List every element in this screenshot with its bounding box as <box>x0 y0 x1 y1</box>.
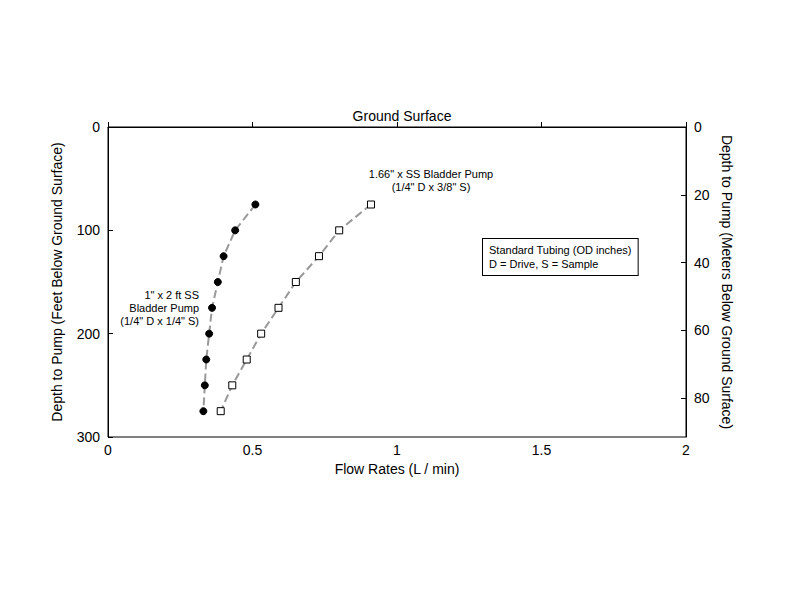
svg-text:1.66" x SS Bladder Pump: 1.66" x SS Bladder Pump <box>369 168 493 180</box>
svg-text:20: 20 <box>694 187 710 203</box>
svg-text:1" x 2 ft SS: 1" x 2 ft SS <box>144 289 199 301</box>
svg-text:(1/4" D x 3/8" S): (1/4" D x 3/8" S) <box>392 181 471 193</box>
svg-text:(1/4" D x 1/4" S): (1/4" D x 1/4" S) <box>120 315 199 327</box>
svg-text:Ground Surface: Ground Surface <box>353 108 452 124</box>
svg-text:0: 0 <box>104 442 112 458</box>
svg-text:1: 1 <box>393 442 401 458</box>
svg-text:Bladder Pump: Bladder Pump <box>129 302 199 314</box>
svg-text:1.5: 1.5 <box>532 442 552 458</box>
svg-text:Depth to Pump (Meters Below Gr: Depth to Pump (Meters Below Ground Surfa… <box>719 135 735 429</box>
svg-text:40: 40 <box>694 255 710 271</box>
svg-text:2: 2 <box>682 442 690 458</box>
svg-text:0: 0 <box>92 119 100 135</box>
svg-text:Depth to Pump (Feet Below Grou: Depth to Pump (Feet Below Ground Surface… <box>49 142 65 421</box>
svg-text:60: 60 <box>694 322 710 338</box>
svg-text:0: 0 <box>694 119 702 135</box>
svg-text:D = Drive, S = Sample: D = Drive, S = Sample <box>489 258 598 270</box>
svg-text:100: 100 <box>77 222 101 238</box>
svg-text:0.5: 0.5 <box>243 442 263 458</box>
svg-text:Standard Tubing (OD inches): Standard Tubing (OD inches) <box>489 244 631 256</box>
svg-text:200: 200 <box>77 326 101 342</box>
svg-text:Flow Rates (L / min): Flow Rates (L / min) <box>335 461 460 477</box>
svg-text:80: 80 <box>694 390 710 406</box>
svg-text:300: 300 <box>77 429 101 445</box>
